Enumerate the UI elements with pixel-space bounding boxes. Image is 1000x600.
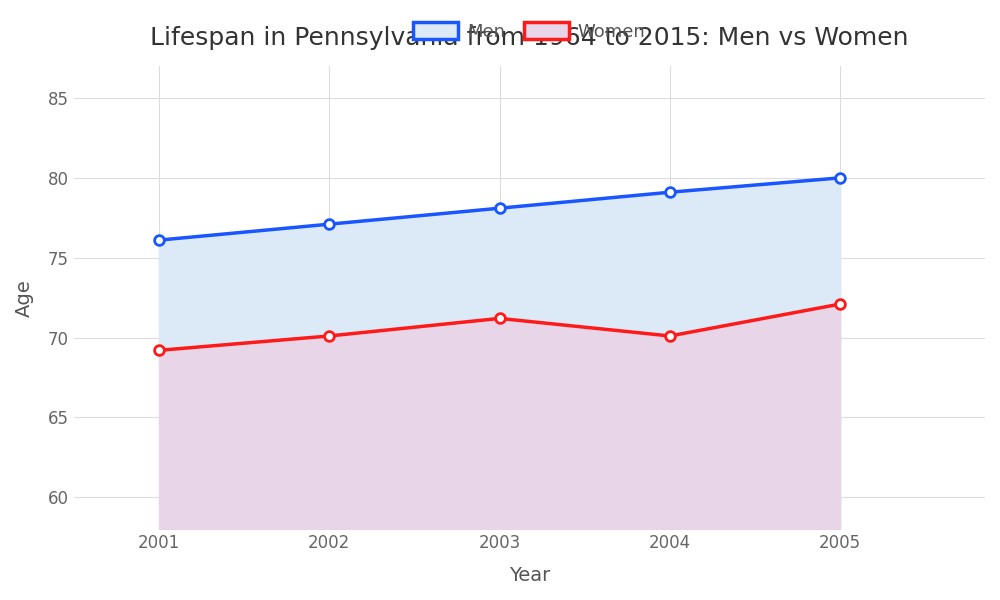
X-axis label: Year: Year <box>509 566 550 585</box>
Title: Lifespan in Pennsylvania from 1964 to 2015: Men vs Women: Lifespan in Pennsylvania from 1964 to 20… <box>150 26 909 50</box>
Y-axis label: Age: Age <box>15 279 34 317</box>
Legend: Men, Women: Men, Women <box>406 15 653 48</box>
